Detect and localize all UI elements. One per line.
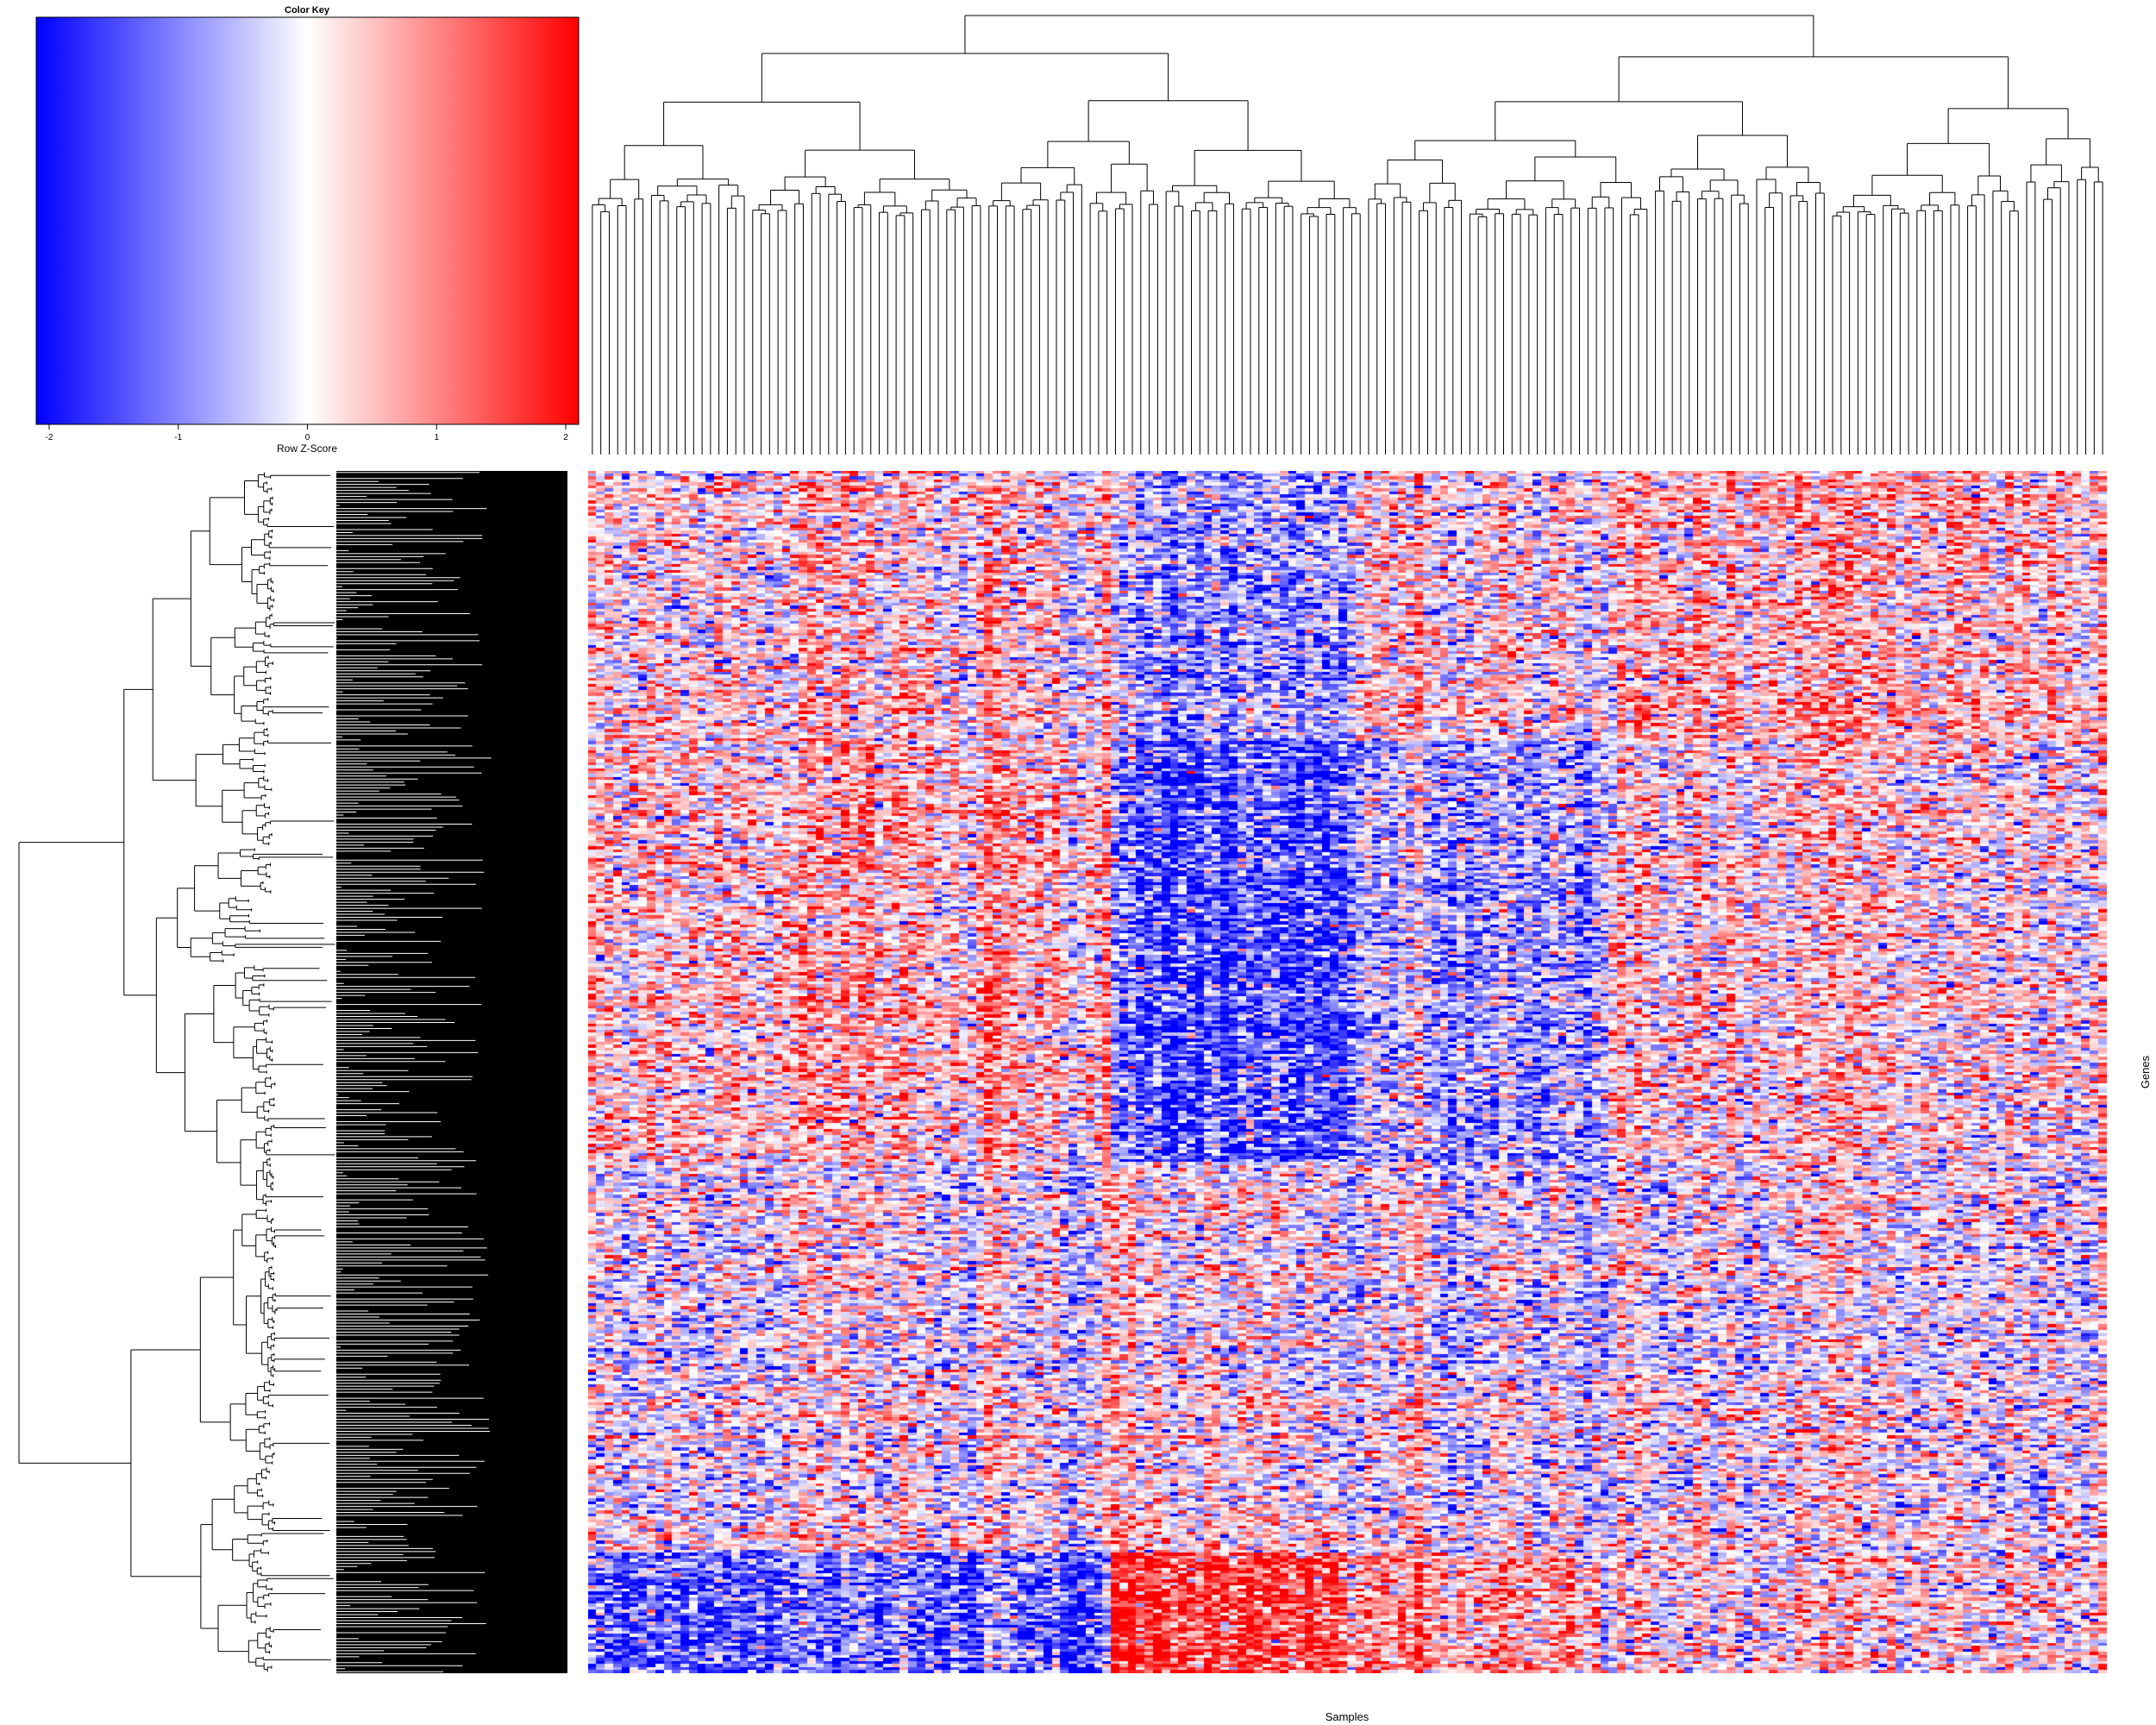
color-key-tick-label: 2 [563, 433, 568, 442]
color-key-tick-label: 0 [305, 433, 310, 442]
color-key-tick-label: -1 [174, 433, 182, 442]
heatmap-cells [588, 471, 2107, 1673]
color-key-tick-label: 1 [434, 433, 439, 442]
color-key-tick-label: -2 [46, 433, 53, 442]
color-key-ticks: -2 -1 0 1 2 [46, 424, 568, 442]
color-key-label: Row Z-Score [277, 442, 337, 455]
row-dendrogram-dense-leaves [336, 471, 567, 1673]
row-dendrogram [18, 471, 567, 1673]
x-axis-label: Samples [1326, 1710, 1369, 1723]
y-axis-label: Genes [2139, 1055, 2152, 1088]
color-key-gradient [35, 16, 580, 425]
color-key-title: Color Key [285, 5, 330, 16]
heatmap-body [588, 471, 2107, 1673]
column-dendrogram [592, 15, 2103, 455]
color-key: Color Key -2 -1 0 1 2 Row Z-Score [35, 5, 580, 455]
